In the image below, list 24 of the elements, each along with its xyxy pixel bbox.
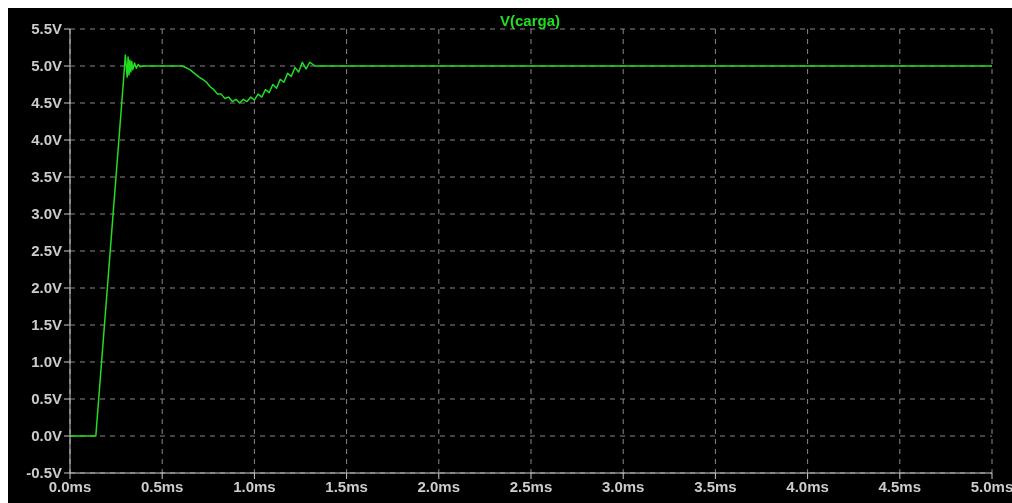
y-tick-label: 4.5V xyxy=(31,94,62,112)
y-tick-label: 0.5V xyxy=(31,390,62,408)
y-tick-label: 1.0V xyxy=(31,353,62,371)
y-tick-label: 4.0V xyxy=(31,131,62,149)
x-tick-label: 4.5ms xyxy=(878,477,922,495)
x-tick-label: 2.5ms xyxy=(509,477,553,495)
y-tick-label: 2.5V xyxy=(31,242,62,260)
x-tick-label: 3.0ms xyxy=(601,477,645,495)
y-tick-label: 1.5V xyxy=(31,316,62,334)
y-tick-label: 5.5V xyxy=(31,20,62,38)
x-tick-label: 1.0ms xyxy=(233,477,276,495)
y-tick-label: 0.0V xyxy=(31,427,62,445)
y-tick-label: 3.5V xyxy=(31,168,62,186)
line-series xyxy=(70,54,992,437)
x-tick-label: 2.0ms xyxy=(417,477,461,495)
x-tick-label: 5.0ms xyxy=(970,477,1012,495)
y-tick-label: 5.0V xyxy=(31,57,62,75)
text: V(carga) xyxy=(499,12,561,29)
y-tick-label: 3.0V xyxy=(31,205,62,223)
x-tick-label: 4.0ms xyxy=(786,477,829,495)
x-tick-label: 1.5ms xyxy=(325,477,368,495)
x-tick-label: 0.5ms xyxy=(140,477,184,495)
x-tick-label: 3.5ms xyxy=(694,477,737,495)
y-tick-label: 2.0V xyxy=(31,279,62,297)
